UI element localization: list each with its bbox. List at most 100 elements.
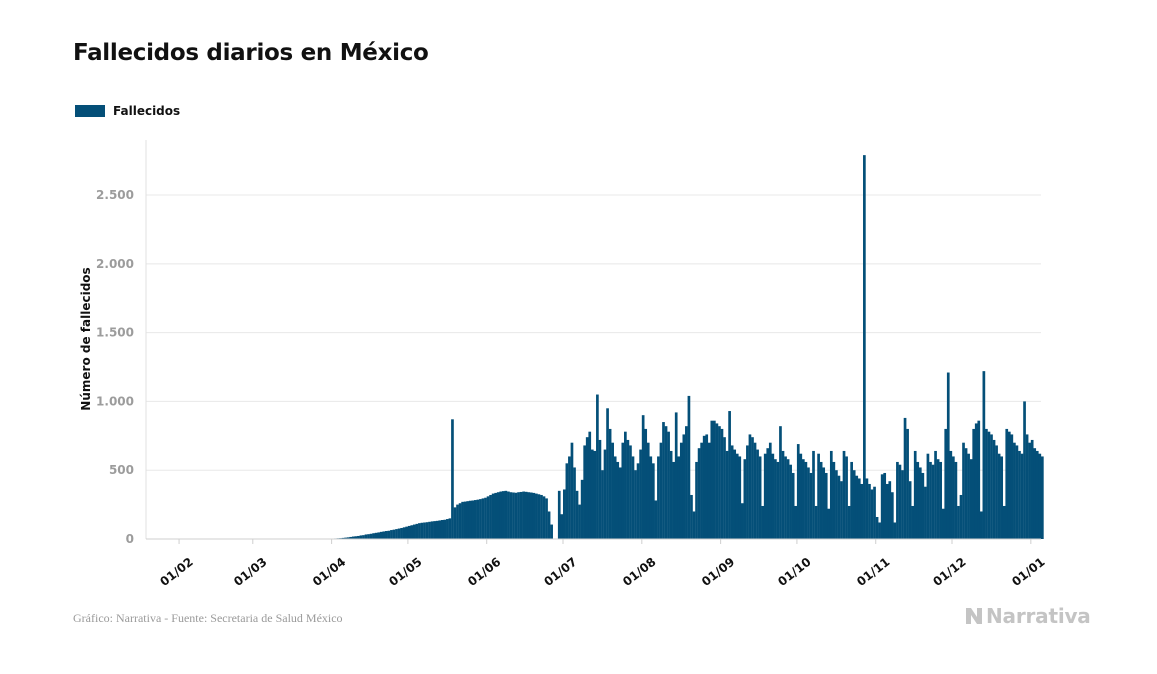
y-tick-label: 1.000 (96, 394, 134, 408)
bar (629, 445, 632, 539)
bar (636, 463, 640, 539)
bar (547, 511, 551, 539)
bar (603, 449, 607, 539)
bar (926, 453, 930, 539)
bar (898, 464, 902, 539)
bar (786, 459, 790, 539)
y-tick-label: 2.000 (96, 257, 134, 271)
bar (501, 491, 505, 539)
bar (443, 519, 447, 539)
bar (545, 498, 548, 539)
bar (990, 434, 993, 539)
bar (1025, 434, 1029, 539)
bar (580, 479, 584, 539)
bar (662, 422, 665, 539)
bar (957, 505, 960, 539)
bar (901, 470, 904, 539)
bar (372, 533, 375, 539)
bar (695, 461, 698, 539)
bar (1002, 505, 1006, 539)
bar (440, 520, 444, 539)
bar (423, 522, 426, 539)
x-tick-label: 01/10 (775, 555, 813, 589)
bar (491, 493, 495, 539)
bar (494, 492, 498, 539)
bar (407, 525, 411, 539)
bar (601, 470, 604, 539)
brand-name: Narrativa (986, 604, 1091, 628)
bar (1000, 456, 1004, 539)
bar (873, 486, 876, 539)
bar (644, 428, 648, 539)
bar (969, 459, 973, 539)
bar (967, 453, 970, 539)
bar (936, 459, 940, 539)
bar (430, 521, 434, 539)
bar (438, 520, 442, 539)
bar (893, 522, 897, 539)
bar (532, 492, 536, 539)
bar (616, 461, 620, 539)
y-tick-label: 0 (126, 532, 134, 546)
bar (982, 371, 986, 539)
bar (512, 492, 515, 539)
bar (468, 500, 472, 539)
bar (705, 434, 709, 539)
bar (456, 504, 459, 539)
bar (977, 420, 981, 539)
bar (509, 492, 513, 539)
bar (715, 423, 719, 539)
bar (1033, 448, 1037, 539)
bar (908, 481, 912, 539)
bar (779, 426, 782, 539)
bar (888, 481, 892, 539)
bar (590, 449, 594, 539)
bar (738, 456, 742, 539)
x-tick-label: 01/06 (465, 555, 503, 589)
bar (446, 519, 449, 539)
bar (682, 434, 686, 539)
bar (588, 431, 592, 539)
bar (428, 521, 431, 539)
bar (685, 426, 688, 539)
bar (507, 491, 510, 539)
bar (743, 459, 747, 539)
bar (697, 448, 701, 539)
bar (387, 530, 391, 539)
bar (723, 437, 726, 539)
y-axis-title: Número de fallecidos (79, 267, 93, 410)
bar (1018, 450, 1021, 539)
bar (756, 449, 759, 539)
bar (771, 453, 775, 539)
bar (560, 514, 564, 539)
bar (382, 531, 386, 539)
x-tick-label: 01/04 (310, 555, 348, 589)
bar (412, 524, 416, 539)
bar (845, 456, 848, 539)
bar (913, 450, 917, 539)
bar (341, 537, 345, 539)
bar (941, 508, 945, 539)
bar (791, 472, 795, 539)
bar (740, 503, 744, 539)
bar (725, 450, 729, 539)
bar (562, 489, 566, 539)
y-tick-label: 500 (109, 463, 134, 477)
bar (979, 511, 983, 539)
bar (395, 529, 398, 539)
bar (344, 537, 348, 539)
bar (997, 453, 1001, 539)
bar (405, 526, 409, 539)
bar (379, 531, 383, 539)
bar (707, 442, 711, 539)
bar (1013, 442, 1016, 539)
bar (618, 467, 622, 539)
bar (718, 426, 721, 539)
bar (354, 536, 358, 539)
x-tick-label: 01/09 (699, 555, 737, 589)
bar (987, 431, 991, 539)
bar (842, 450, 846, 539)
bar (410, 525, 414, 539)
bar (865, 478, 869, 539)
bar (377, 532, 381, 539)
